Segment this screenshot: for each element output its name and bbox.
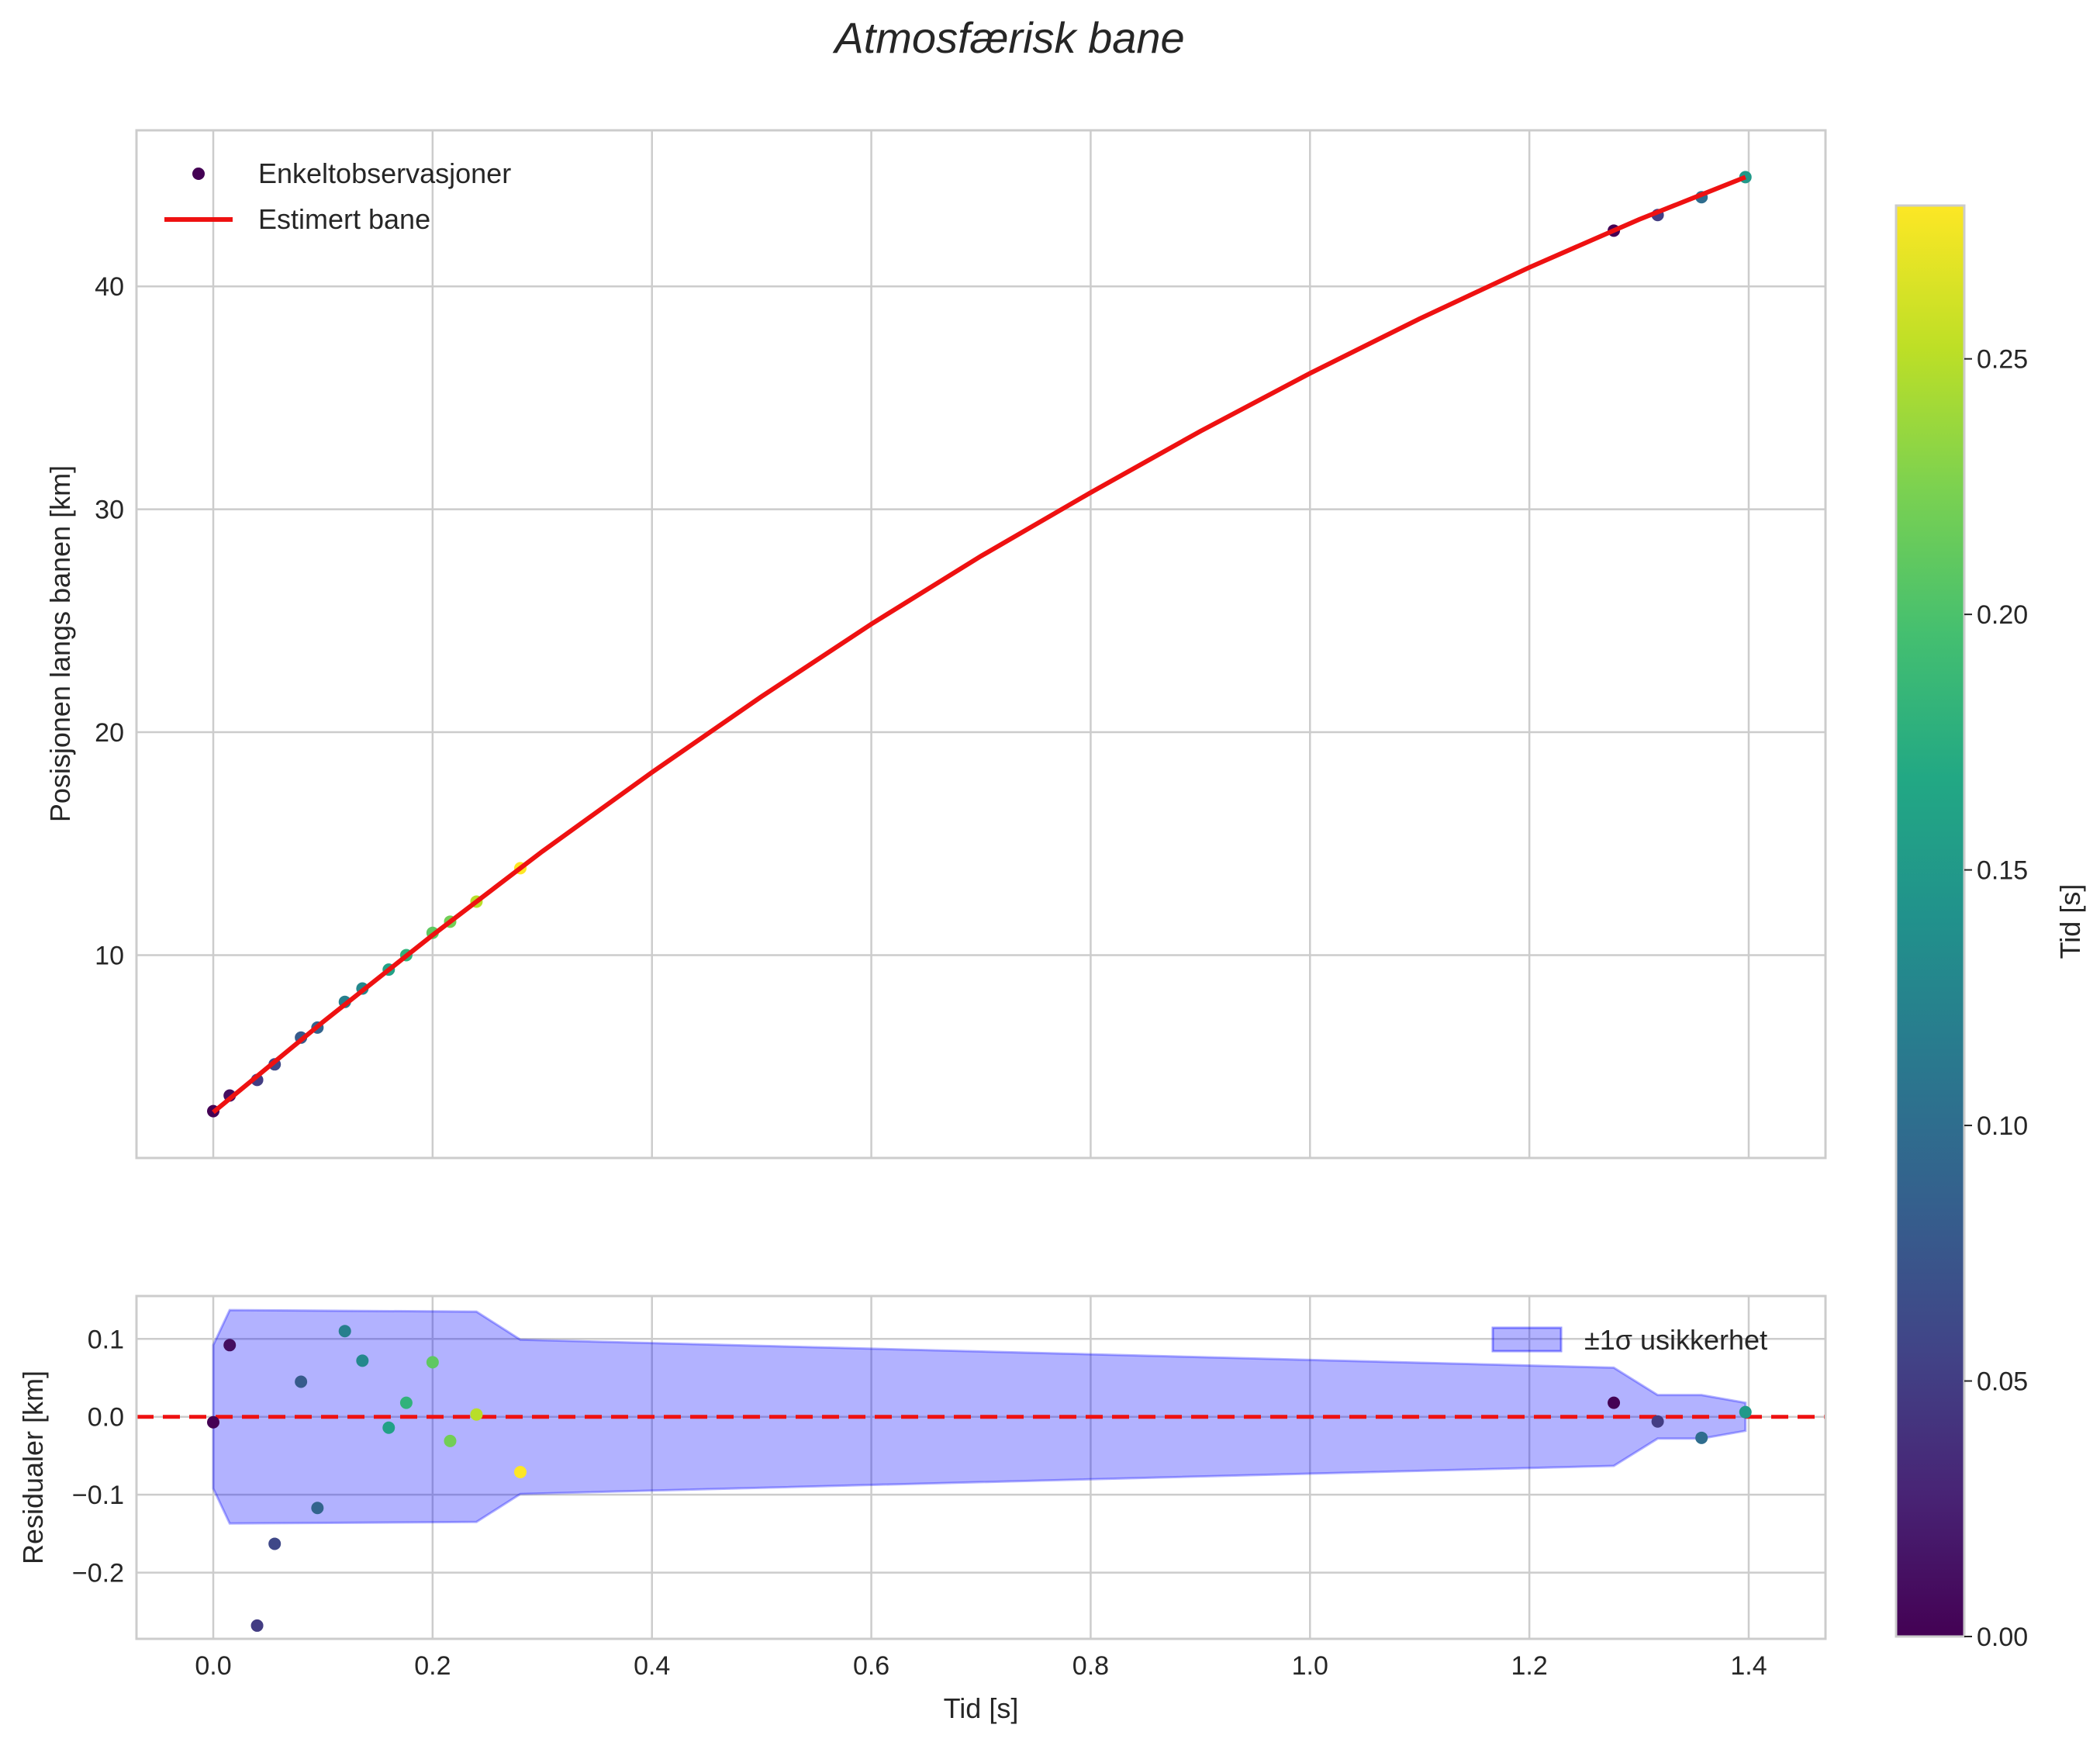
residual-points bbox=[207, 1325, 1752, 1632]
residual-point bbox=[295, 1375, 308, 1388]
estimated-line bbox=[212, 175, 1746, 1115]
top-panel: 10 20 30 40 Posisjonen langs banen [km] Enk… bbox=[44, 129, 1827, 1160]
colorbar-label: Tid [s] bbox=[2054, 884, 2086, 959]
colorbar-tick-label: 0.15 bbox=[1977, 856, 2028, 886]
bottom-frame bbox=[135, 1294, 1827, 1640]
bottom-y-ticks: −0.2 −0.1 0.0 0.1 bbox=[72, 1325, 124, 1588]
residual-point bbox=[470, 1408, 483, 1421]
bottom-y-tick-label: −0.1 bbox=[72, 1481, 124, 1510]
colorbar-gradient bbox=[1894, 204, 1966, 1638]
legend-band-label: ±1σ usikkerhet bbox=[1584, 1324, 1767, 1356]
residual-point bbox=[399, 1396, 413, 1409]
x-tick-label: 0.2 bbox=[414, 1651, 451, 1681]
x-tick-label: 1.0 bbox=[1292, 1651, 1328, 1681]
bottom-ylabel: Residualer [km] bbox=[17, 1370, 49, 1564]
x-tick-label: 0.4 bbox=[634, 1651, 670, 1681]
residual-point bbox=[1695, 1431, 1708, 1444]
x-tick-label: 0.6 bbox=[853, 1651, 889, 1681]
top-y-tick-label: 30 bbox=[95, 496, 124, 525]
colorbar-tick-label: 0.20 bbox=[1977, 600, 2028, 630]
x-tick-label: 0.8 bbox=[1072, 1651, 1109, 1681]
top-y-tick-label: 20 bbox=[95, 718, 124, 748]
x-axis-label: Tid [s] bbox=[944, 1692, 1019, 1724]
top-frame bbox=[135, 129, 1827, 1160]
residual-point bbox=[1651, 1415, 1664, 1428]
residual-point bbox=[1739, 1405, 1752, 1419]
legend-scatter-marker bbox=[192, 168, 205, 180]
bottom-y-tick-label: 0.0 bbox=[88, 1403, 124, 1433]
colorbar-tick-label: 0.00 bbox=[1977, 1623, 2028, 1652]
chart-title: Atmosfærisk bane bbox=[832, 13, 1184, 62]
top-ylabel: Posisjonen langs banen [km] bbox=[44, 465, 76, 822]
residual-point bbox=[356, 1354, 369, 1367]
residual-point bbox=[426, 1356, 439, 1369]
sigma-band bbox=[212, 1308, 1747, 1525]
legend-scatter-label: Enkeltobservasjoner bbox=[258, 157, 511, 189]
top-legend: Enkeltobservasjoner Estimert bane bbox=[164, 157, 511, 235]
legend-band-swatch bbox=[1491, 1326, 1563, 1353]
residual-point bbox=[338, 1325, 351, 1338]
residual-point bbox=[444, 1434, 457, 1447]
top-y-tick-label: 40 bbox=[95, 272, 124, 302]
residual-point bbox=[311, 1502, 324, 1515]
colorbar-tick-label: 0.25 bbox=[1977, 345, 2028, 375]
residual-point bbox=[268, 1537, 281, 1550]
residual-point bbox=[207, 1415, 219, 1429]
residual-point bbox=[223, 1339, 237, 1352]
x-tick-labels: 0.0 0.2 0.4 0.6 0.8 1.0 1.2 1.4 bbox=[195, 1651, 1767, 1681]
legend-line-label: Estimert bane bbox=[258, 203, 430, 235]
top-y-ticks: 10 20 30 40 bbox=[95, 272, 124, 970]
colorbar-tick-label: 0.10 bbox=[1977, 1111, 2028, 1141]
colorbar-ticks: 0.00 0.05 0.10 0.15 0.20 0.25 bbox=[1964, 345, 2028, 1652]
residual-point bbox=[250, 1619, 264, 1632]
observation-points bbox=[207, 171, 1752, 1118]
x-tick-label: 0.0 bbox=[195, 1651, 231, 1681]
x-tick-label: 1.4 bbox=[1730, 1651, 1767, 1681]
bottom-y-tick-label: 0.1 bbox=[88, 1325, 124, 1354]
residual-point bbox=[1608, 1396, 1621, 1409]
bottom-legend: ±1σ usikkerhet bbox=[1491, 1324, 1767, 1356]
colorbar: 0.00 0.05 0.10 0.15 0.20 0.25 Tid [s] bbox=[1894, 204, 2086, 1652]
x-tick-label: 1.2 bbox=[1511, 1651, 1548, 1681]
top-grid bbox=[136, 130, 1825, 1158]
top-y-tick-label: 10 bbox=[95, 941, 124, 970]
bottom-y-tick-label: −0.2 bbox=[72, 1559, 124, 1588]
residual-point bbox=[514, 1466, 527, 1479]
bottom-panel: −0.2−0.10.00.1 0.0 0.2 0.4 0.6 0.8 1.0 1.2 1.4 … bbox=[17, 1294, 1827, 1724]
residual-point bbox=[382, 1421, 395, 1434]
colorbar-tick-label: 0.05 bbox=[1977, 1367, 2028, 1397]
